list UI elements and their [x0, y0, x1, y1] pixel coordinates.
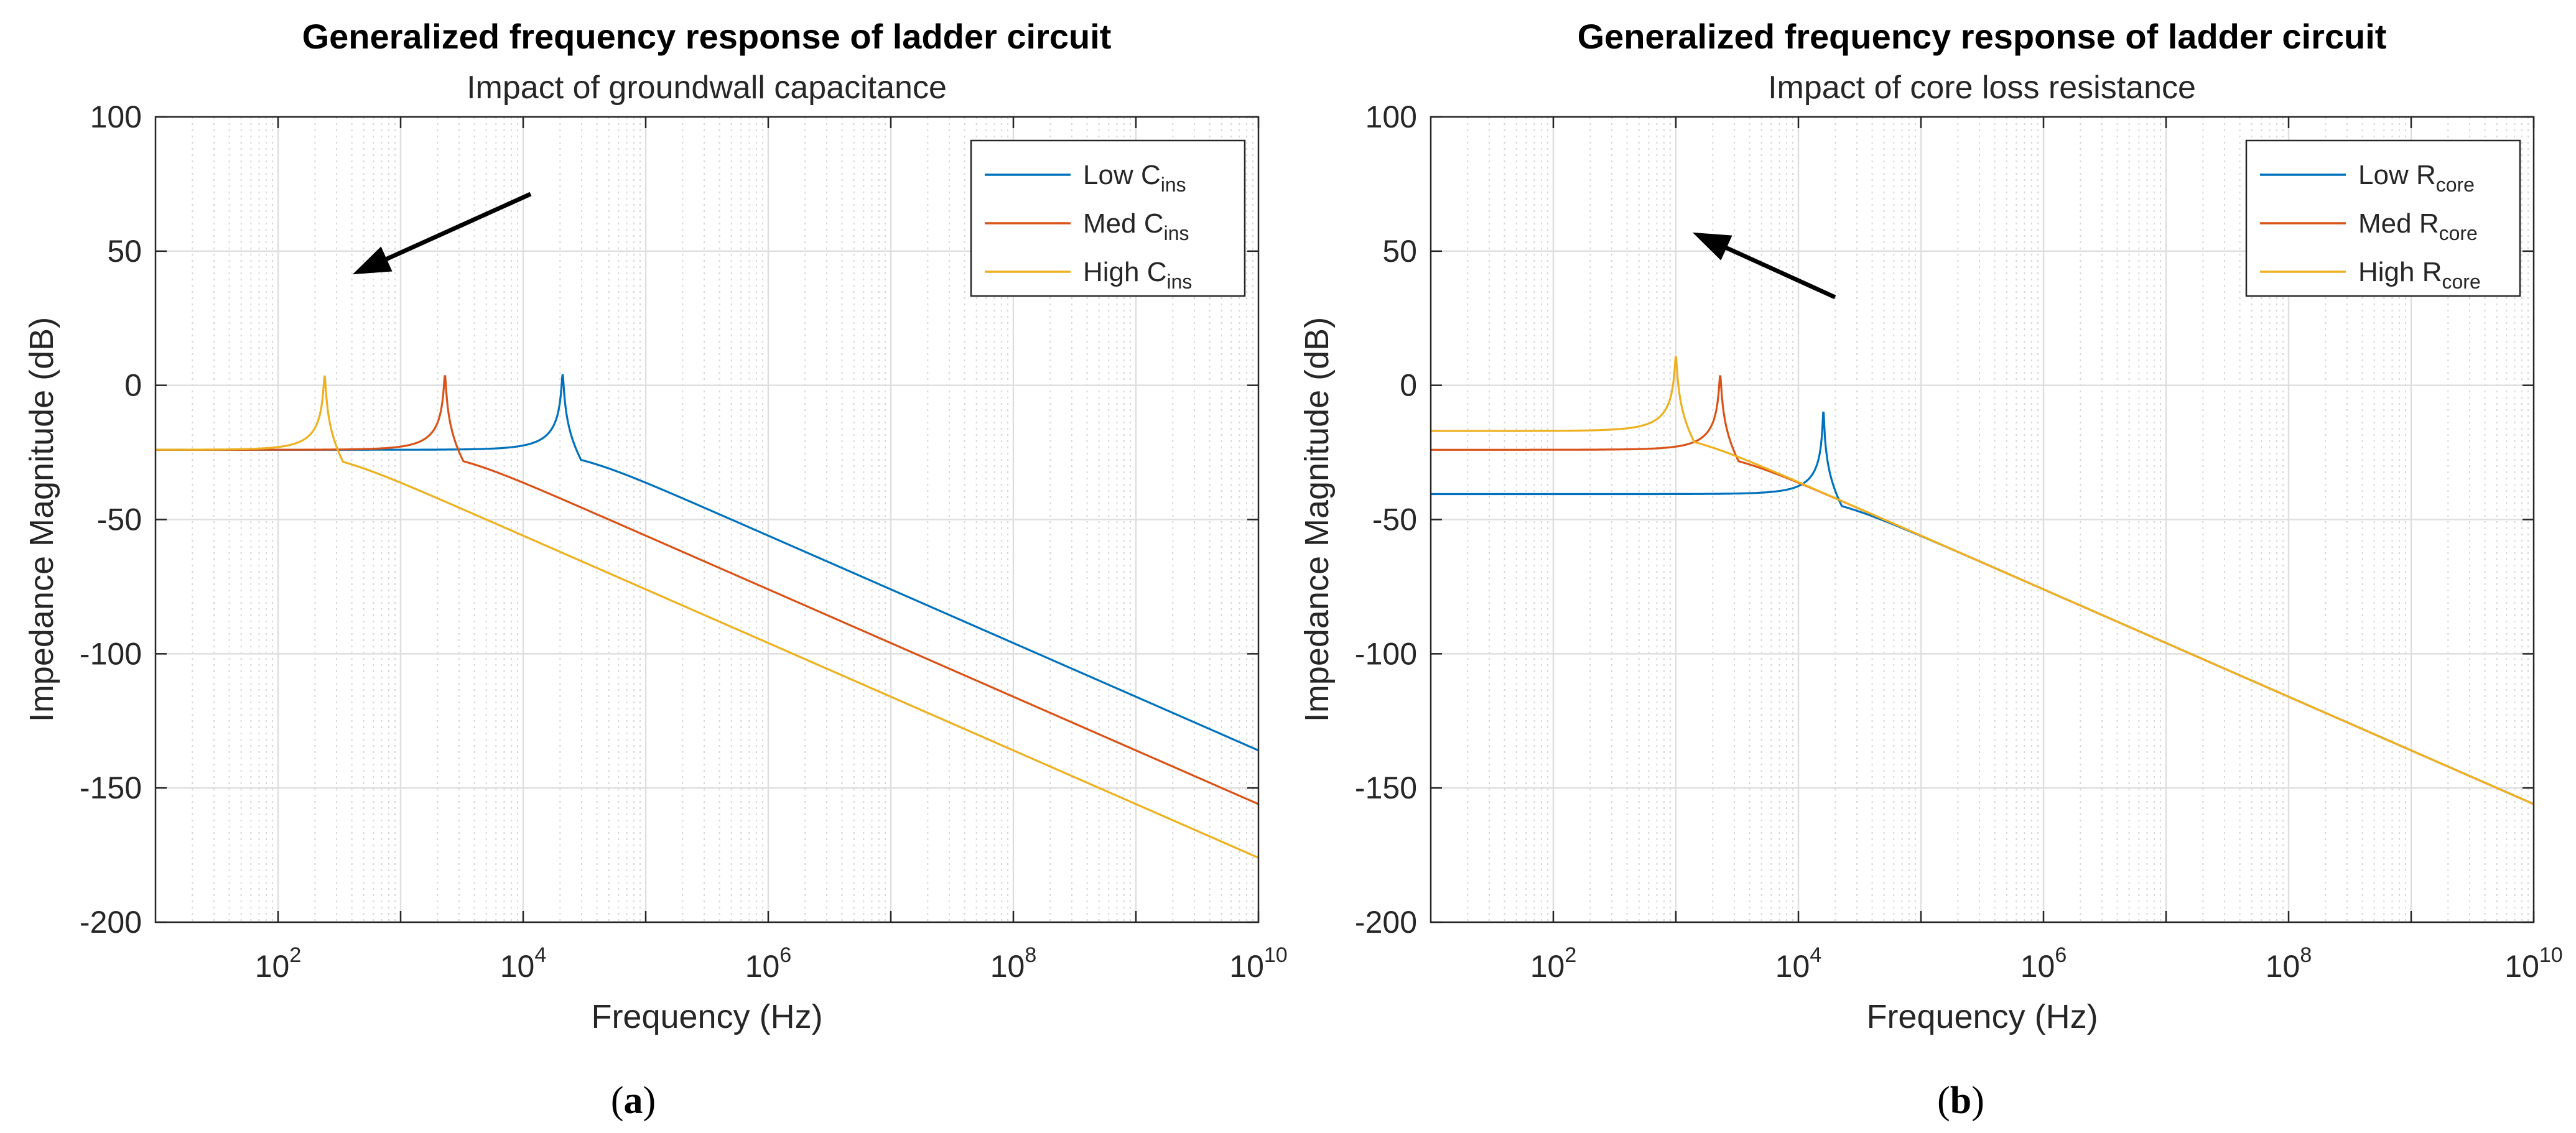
x-tick-label: 104: [500, 943, 547, 984]
x-tick-exponent: 4: [534, 943, 546, 967]
series-line-3: [1431, 356, 2534, 805]
legend-label-main: High R: [2358, 257, 2442, 287]
annotation-arrow: [1692, 232, 1836, 300]
x-tick-exponent: 4: [1810, 943, 1821, 967]
x-tick-label: 102: [255, 943, 302, 984]
series-line-2: [156, 375, 1258, 805]
legend-label-subscript: ins: [1164, 222, 1189, 244]
y-tick-label: 100: [90, 99, 142, 134]
panel-label-open: (: [1937, 1080, 1950, 1122]
legend-label-1: Low Cins: [1083, 160, 1186, 196]
legend-label-3: High Cins: [1083, 257, 1192, 293]
x-tick-exponent: 8: [1025, 943, 1036, 967]
x-tick-base: 10: [990, 949, 1025, 984]
x-axis-label: Frequency (Hz): [591, 998, 822, 1035]
x-tick-base: 10: [255, 949, 290, 984]
y-tick-label: 50: [1382, 234, 1417, 269]
x-tick-base: 10: [1530, 949, 1565, 984]
chart-subtitle: Impact of core loss resistance: [1768, 70, 2196, 106]
y-tick-label: -100: [80, 636, 142, 671]
x-tick-label: 1010: [1229, 943, 1287, 984]
panel-label-letter: a: [624, 1080, 643, 1122]
tick-marks: [156, 116, 1260, 923]
panel-label: (b): [1937, 1080, 1984, 1122]
y-tick-label: 100: [1365, 99, 1417, 134]
x-tick-label: 1010: [2504, 943, 2562, 984]
x-tick-exponent: 10: [2539, 943, 2563, 967]
legend-label-main: Med R: [2358, 208, 2439, 239]
legend-label-2: Med Rcore: [2358, 208, 2478, 244]
y-tick-label: -50: [97, 502, 142, 537]
y-tick-label: 50: [107, 234, 142, 269]
y-tick-label: -150: [1355, 770, 1417, 805]
legend-label-subscript: core: [2436, 173, 2475, 196]
legend-label-main: Low R: [2358, 160, 2436, 190]
x-tick-label: 106: [745, 943, 792, 984]
x-tick-exponent: 8: [2300, 943, 2312, 967]
legend-label-1: Low Rcore: [2358, 160, 2475, 196]
tick-marks: [1431, 116, 2535, 923]
annotation-arrow: [352, 192, 532, 275]
x-tick-base: 10: [745, 949, 780, 984]
x-tick-label: 108: [990, 943, 1037, 984]
x-tick-base: 10: [1229, 949, 1264, 984]
x-tick-base: 10: [2266, 949, 2300, 984]
x-tick-base: 10: [2504, 949, 2539, 984]
legend-label-main: High C: [1083, 257, 1167, 287]
x-tick-base: 10: [2020, 949, 2055, 984]
legend-label-3: High Rcore: [2358, 257, 2481, 293]
series-lines: [1431, 356, 2534, 805]
chart-subtitle: Impact of groundwall capacitance: [467, 70, 947, 106]
legend-label-main: Low C: [1083, 160, 1161, 190]
x-tick-exponent: 6: [779, 943, 791, 967]
y-tick-label: 0: [124, 368, 142, 403]
legend-label-2: Med Cins: [1083, 208, 1189, 244]
x-tick-exponent: 10: [1264, 943, 1288, 967]
legend-label-main: Med C: [1083, 208, 1164, 239]
x-tick-exponent: 2: [289, 943, 301, 967]
y-tick-label: -150: [80, 770, 142, 805]
chart-title: Generalized frequency response of ladder…: [1578, 17, 2387, 56]
y-tick-label: -200: [80, 905, 142, 940]
y-tick-label: -100: [1355, 636, 1417, 671]
panel-label-close: ): [643, 1080, 656, 1122]
series-line-3: [156, 375, 1258, 859]
x-tick-base: 10: [500, 949, 535, 984]
y-axis-label: Impedance Magnitude (dB): [1298, 317, 1336, 722]
panel-label-letter: b: [1950, 1080, 1971, 1122]
x-tick-label: 102: [1530, 943, 1577, 984]
y-tick-label: 0: [1400, 368, 1417, 403]
x-tick-label: 104: [1775, 943, 1822, 984]
legend-label-subscript: core: [2439, 222, 2478, 244]
x-tick-label: 108: [2266, 943, 2312, 984]
x-tick-base: 10: [1775, 949, 1810, 984]
legend-label-subscript: core: [2442, 271, 2481, 293]
panel-label-open: (: [611, 1080, 624, 1122]
legend-box: [2245, 139, 2521, 297]
x-tick-exponent: 6: [2055, 943, 2067, 967]
legend-label-subscript: ins: [1167, 271, 1193, 293]
y-tick-label: -50: [1372, 502, 1417, 537]
panel-label: (a): [611, 1080, 656, 1122]
y-tick-label: -200: [1355, 905, 1417, 940]
y-axis-label: Impedance Magnitude (dB): [23, 317, 60, 722]
series-lines: [156, 374, 1258, 859]
chart-title: Generalized frequency response of ladder…: [302, 17, 1112, 56]
panel-label-close: ): [1971, 1080, 1984, 1122]
x-tick-exponent: 2: [1565, 943, 1576, 967]
x-axis-label: Frequency (Hz): [1866, 998, 2098, 1035]
x-tick-label: 106: [2020, 943, 2067, 984]
legend-label-subscript: ins: [1161, 173, 1186, 196]
legend-box: [970, 139, 1246, 297]
